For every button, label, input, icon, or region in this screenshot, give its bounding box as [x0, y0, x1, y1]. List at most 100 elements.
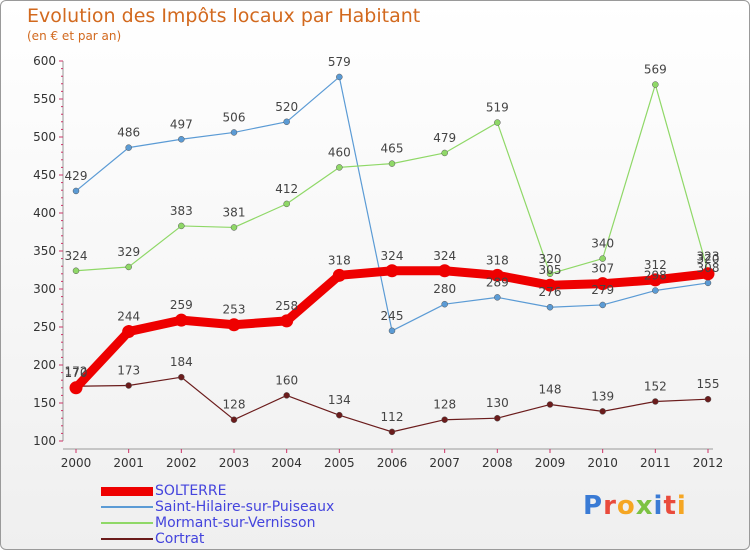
data-label: 465 [381, 142, 404, 156]
data-point [174, 313, 188, 327]
x-tick-label: 2010 [587, 456, 618, 470]
data-point [230, 129, 238, 136]
legend-swatch [101, 522, 153, 524]
data-label: 139 [591, 389, 614, 403]
y-tick-label: 350 [33, 244, 56, 258]
data-label: 112 [381, 410, 404, 424]
data-label: 486 [117, 126, 140, 140]
data-point [332, 268, 346, 282]
data-label: 308 [697, 261, 720, 275]
logo-letter: o [616, 491, 636, 521]
data-label: 298 [644, 269, 667, 283]
data-label: 324 [65, 249, 88, 263]
data-point [490, 268, 504, 282]
data-point [283, 118, 290, 126]
data-label: 324 [381, 249, 404, 263]
data-label: 289 [486, 275, 509, 289]
data-label: 520 [275, 100, 298, 114]
data-point [441, 300, 448, 308]
data-label: 259 [170, 298, 193, 312]
data-point [596, 277, 610, 291]
logo-letter: i [653, 491, 664, 521]
x-tick-label: 2012 [693, 456, 724, 470]
data-label: 253 [223, 303, 246, 317]
data-point [599, 408, 606, 415]
data-points [69, 73, 715, 436]
data-label: 184 [170, 355, 193, 369]
y-tick-label: 450 [33, 168, 56, 182]
data-point [125, 382, 132, 389]
logo-letter: x [635, 491, 654, 521]
data-point [546, 401, 554, 408]
y-tick-label: 400 [33, 206, 56, 220]
y-tick-label: 250 [33, 320, 56, 334]
data-label: 148 [539, 383, 562, 397]
y-tick-label: 200 [33, 358, 56, 372]
legend-label: Cortrat [155, 531, 205, 547]
data-point [72, 187, 80, 195]
data-label: 155 [697, 377, 720, 391]
x-tick-label: 2008 [482, 456, 513, 470]
y-tick-label: 150 [33, 396, 56, 410]
axes: 100 150 200 250 300 350 400 450 500 550 600 2000 200… [33, 54, 723, 470]
data-label: 412 [275, 182, 298, 196]
x-tick-label: 2009 [535, 456, 566, 470]
data-point [125, 263, 132, 271]
data-label: 318 [328, 253, 351, 267]
proxiti-logo: Proxiti [583, 491, 687, 521]
data-label: 320 [539, 252, 562, 266]
logo-letter: t [663, 491, 677, 521]
legend-swatch [101, 506, 153, 508]
data-point [441, 416, 448, 423]
data-point [494, 119, 501, 126]
data-label: 579 [328, 55, 351, 69]
data-label: 324 [433, 249, 456, 263]
data-label: 173 [117, 364, 140, 378]
data-label: 276 [539, 285, 562, 299]
data-label: 569 [644, 63, 667, 77]
data-point [336, 411, 343, 419]
data-point [546, 303, 554, 311]
data-label: 279 [591, 283, 614, 297]
data-label: 497 [170, 117, 193, 131]
data-point [494, 414, 501, 422]
data-label: 329 [117, 245, 140, 259]
data-label: 245 [381, 309, 404, 323]
data-point [178, 222, 185, 230]
data-point [652, 287, 659, 294]
data-label: 318 [486, 253, 509, 267]
data-point [648, 273, 662, 287]
data-point [122, 325, 136, 339]
data-label: 160 [275, 373, 298, 387]
x-tick-label: 2006 [377, 456, 408, 470]
data-point [388, 428, 396, 436]
data-label: 172 [65, 364, 88, 378]
x-tick-label: 2002 [166, 456, 197, 470]
x-tick-label: 2001 [113, 456, 144, 470]
data-point [599, 255, 606, 262]
data-label: 340 [591, 237, 614, 251]
data-point [494, 294, 501, 301]
data-label: 383 [170, 204, 193, 218]
data-point [280, 314, 294, 328]
data-label: 323 [697, 250, 720, 264]
legend-label: Saint-Hilaire-sur-Puiseaux [155, 499, 335, 515]
data-point [438, 264, 452, 278]
x-tick-label: 2004 [271, 456, 302, 470]
data-point [125, 144, 132, 151]
data-point [388, 160, 396, 167]
legend-swatch [101, 538, 153, 540]
data-point [283, 392, 290, 399]
x-tick-label: 2003 [219, 456, 250, 470]
logo-letter: i [676, 491, 687, 521]
data-point [336, 164, 343, 171]
data-label: 170 [65, 366, 88, 380]
data-point [230, 224, 238, 231]
y-tick-label: 550 [33, 92, 56, 106]
data-point [178, 373, 185, 381]
data-point [701, 267, 715, 281]
data-point [388, 327, 396, 335]
data-label: 479 [433, 131, 456, 145]
y-tick-label: 100 [33, 434, 56, 448]
